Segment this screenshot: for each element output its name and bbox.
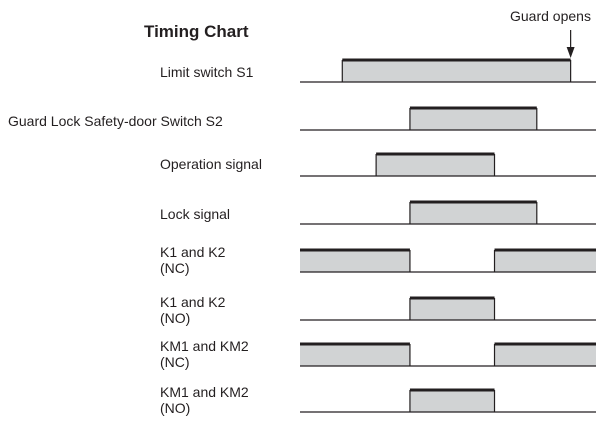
pulse-operation-1: [376, 154, 495, 176]
pulse-km1km2-nc-2: [494, 344, 596, 366]
pulse-s2-1: [409, 108, 537, 130]
pulse-s1-1: [342, 60, 571, 82]
pulse-km1km2-nc-1: [300, 344, 410, 366]
label-guard-lock-switch-s2: Guard Lock Safety-door Switch S2: [8, 113, 223, 129]
pulse-k1k2-no-1: [409, 298, 495, 320]
label-lock-signal: Lock signal: [160, 206, 231, 222]
guard-opens-arrowhead: [566, 47, 575, 58]
label-km1-km2-no: KM1 and KM2 (NO): [160, 384, 249, 416]
pulse-lock-1: [409, 202, 537, 224]
label-operation-signal: Operation signal: [160, 156, 262, 172]
label-limit-switch-s1: Limit switch S1: [160, 64, 254, 80]
label-km1-km2-nc: KM1 and KM2 (NC): [160, 338, 249, 370]
chart-title: Timing Chart: [144, 22, 249, 41]
label-k1-k2-no: K1 and K2 (NO): [160, 294, 226, 326]
pulse-km1km2-no-1: [409, 390, 495, 412]
pulse-k1k2-nc-1: [300, 250, 410, 272]
guard-opens-label: Guard opens: [510, 8, 591, 24]
pulse-k1k2-nc-2: [494, 250, 596, 272]
label-k1-k2-nc: K1 and K2 (NC): [160, 244, 226, 276]
